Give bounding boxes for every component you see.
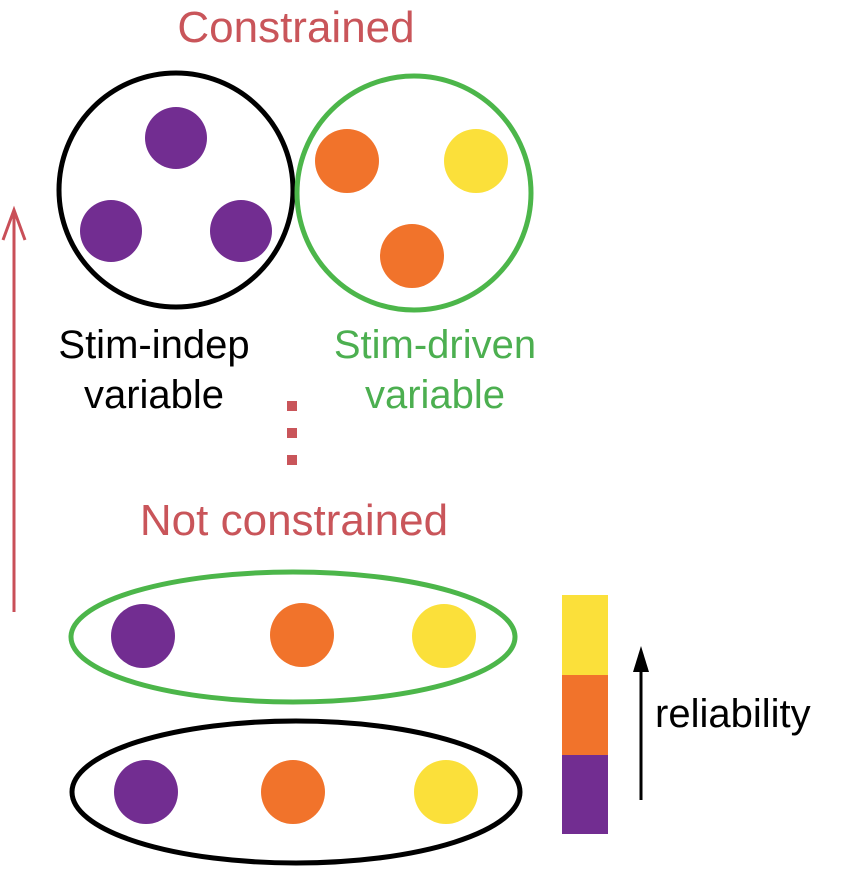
stim-indep-label-line1: Stim-indep — [58, 323, 249, 367]
group-boundary-ellipse — [68, 569, 518, 705]
purple-dot — [210, 200, 272, 262]
stim-driven-label-line1: Stim-driven — [334, 323, 536, 367]
group-boundary-ellipse — [69, 718, 523, 866]
not-constrained-title: Not constrained — [140, 496, 448, 545]
reliability-color-scale — [562, 595, 608, 834]
orange-dot — [380, 224, 444, 288]
stim-driven-constrained-group — [294, 73, 534, 313]
stim-driven-label-line2: variable — [365, 373, 505, 417]
orange-dot — [270, 603, 334, 667]
reliability-label: reliability — [655, 692, 811, 736]
yellow-dot — [444, 129, 508, 193]
purple-dot — [114, 760, 178, 824]
orange-dot — [261, 760, 325, 824]
scale-orange — [562, 675, 608, 755]
stim-indep-not-constrained-group — [69, 718, 523, 866]
scale-yellow — [562, 595, 608, 675]
yellow-dot — [414, 760, 478, 824]
stim-driven-not-constrained-group — [68, 569, 518, 705]
yellow-dot — [412, 604, 476, 668]
purple-dot — [111, 604, 175, 668]
scale-purple — [562, 755, 608, 834]
vertical-ellipsis — [287, 401, 297, 465]
group-boundary-circle — [294, 73, 534, 313]
stim-indep-constrained-group — [56, 70, 296, 310]
purple-dot — [145, 107, 207, 169]
stim-indep-label-line2: variable — [84, 373, 224, 417]
group-boundary-circle — [56, 70, 296, 310]
purple-dot — [80, 200, 142, 262]
orange-dot — [315, 129, 379, 193]
reliability-arrow — [633, 646, 649, 800]
constrained-title: Constrained — [177, 3, 414, 52]
constraint-arrow — [1, 205, 27, 612]
